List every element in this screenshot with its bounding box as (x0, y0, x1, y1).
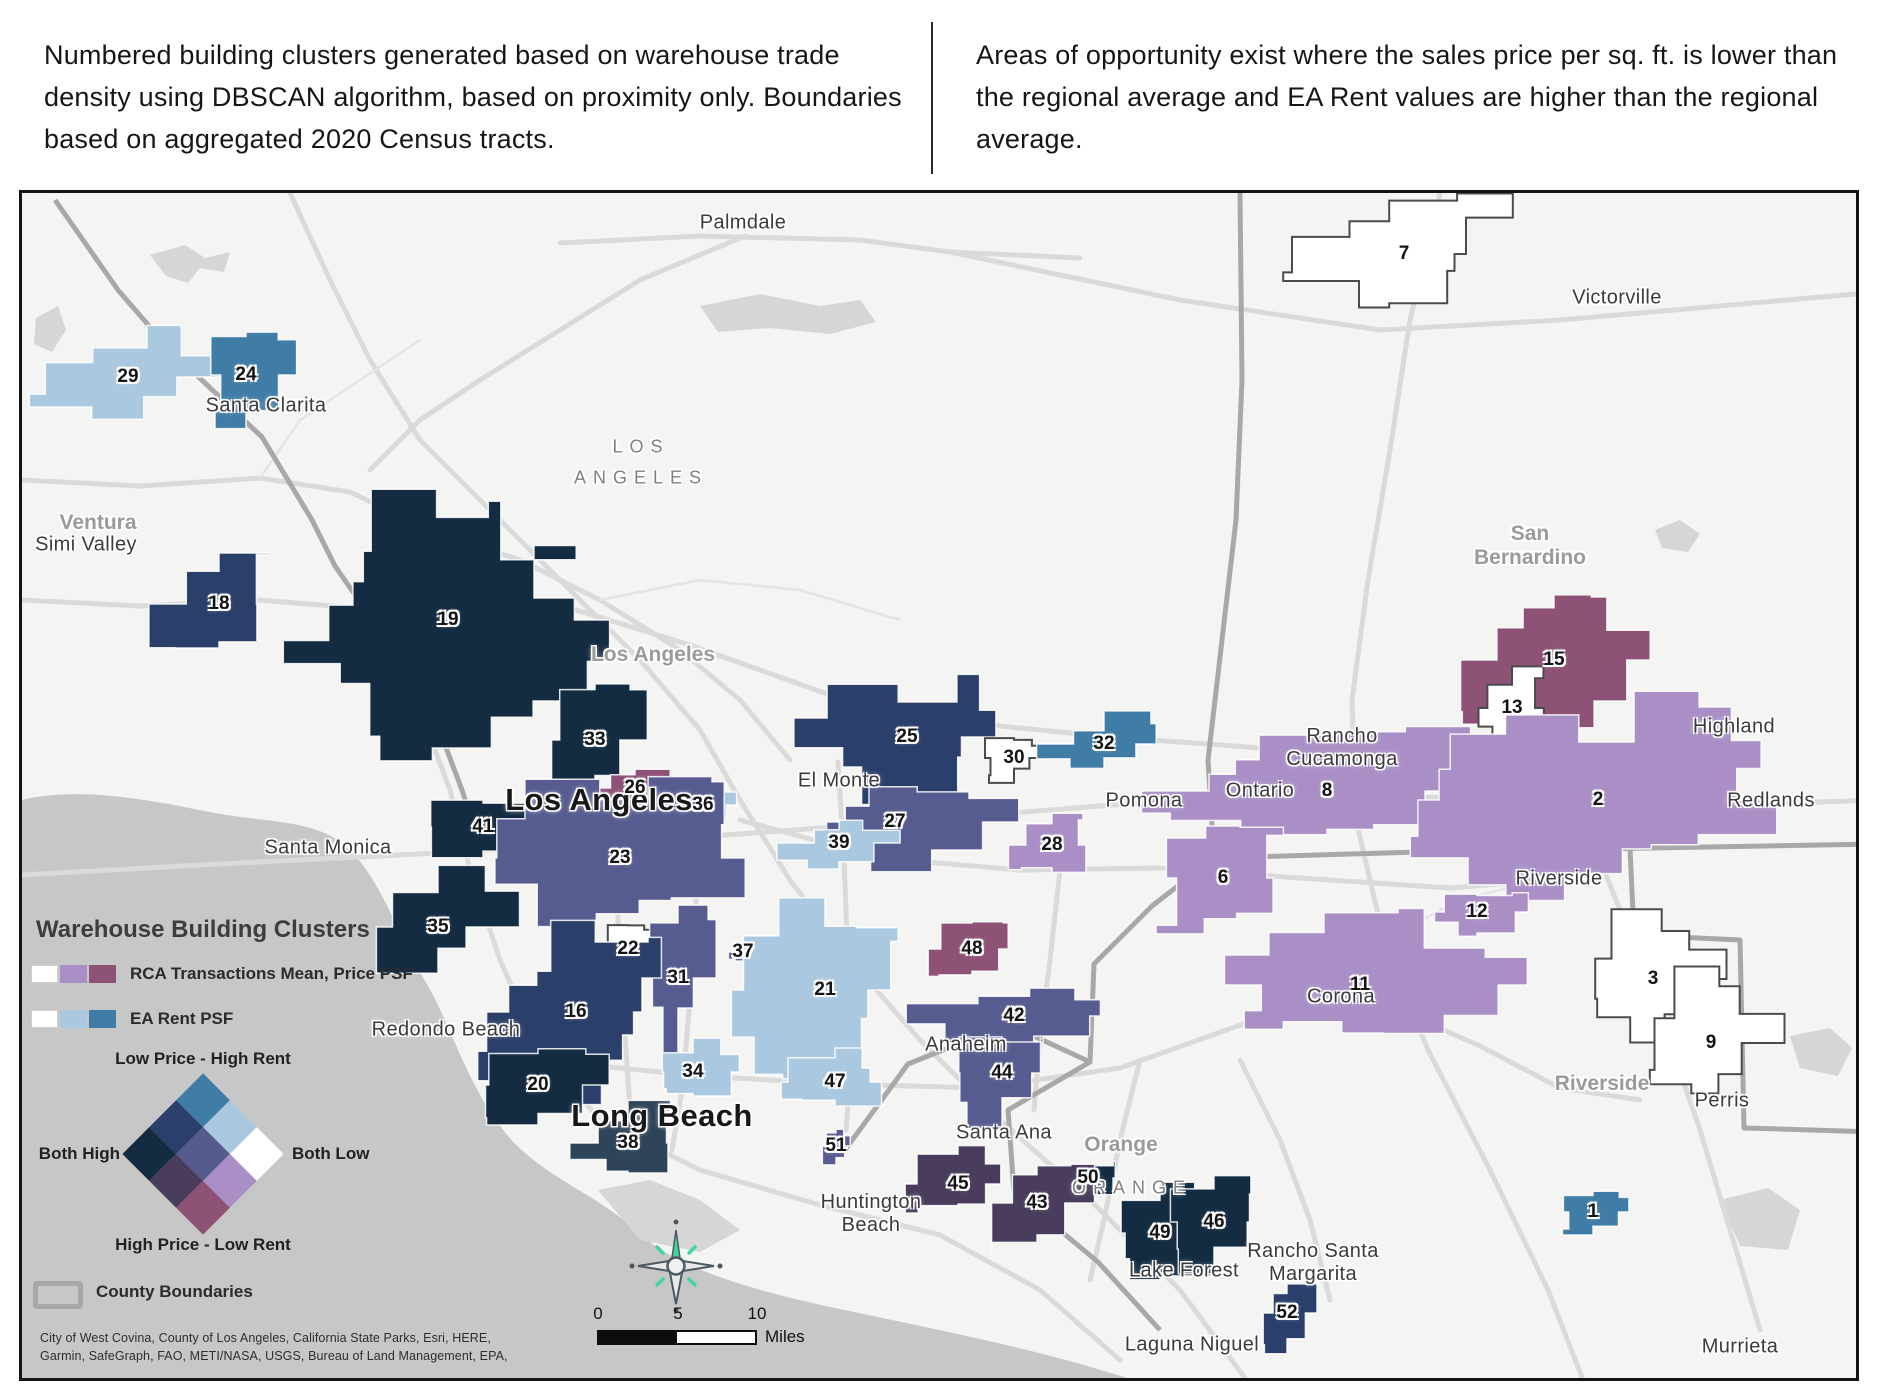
cluster-polygon-11[interactable] (1223, 907, 1529, 1035)
cluster-polygon-52[interactable] (1262, 1282, 1318, 1355)
cluster-polygon-1[interactable] (1561, 1190, 1630, 1236)
cluster-polygon-6[interactable] (1155, 825, 1285, 935)
cluster-polygon-32[interactable] (1035, 710, 1157, 770)
cluster-polygon-47[interactable] (780, 1047, 883, 1107)
cluster-polygon-2[interactable] (1409, 690, 1778, 902)
cluster-polygon-28[interactable] (1007, 812, 1087, 874)
cluster-polygon-45[interactable] (904, 1144, 1002, 1214)
cluster-polygon-51[interactable] (821, 1128, 851, 1166)
cluster-polygon-38[interactable] (569, 1099, 672, 1174)
cluster-polygons-layer (28, 193, 1786, 1355)
cluster-polygon-8[interactable] (1140, 725, 1472, 845)
cluster-polygon-34[interactable] (661, 1037, 741, 1097)
cluster-polygon-30[interactable] (984, 737, 1050, 784)
terrain-patches (34, 245, 1852, 1252)
cluster-polygon-20[interactable] (484, 1047, 610, 1126)
ocean (22, 794, 1127, 1378)
cluster-polygon-42[interactable] (905, 987, 1102, 1052)
header-note-opportunity: Areas of opportunity exist where the sal… (976, 40, 1838, 154)
cluster-polygon-7[interactable] (1282, 193, 1514, 309)
cluster-polygon-23[interactable] (494, 775, 746, 928)
cluster-polygon-18[interactable] (148, 552, 270, 649)
cluster-polygon-25[interactable] (793, 673, 997, 806)
header-note-clusters: Numbered building clusters generated bas… (44, 40, 902, 154)
cluster-polygon-29[interactable] (28, 324, 232, 421)
cluster-polygon-46[interactable] (1169, 1174, 1252, 1275)
cluster-polygon-48[interactable] (927, 921, 1009, 978)
cluster-polygon-19[interactable] (282, 488, 611, 762)
cluster-polygon-24[interactable] (210, 331, 298, 430)
cluster-polygon-12[interactable] (1433, 892, 1530, 937)
cluster-polygon-44[interactable] (958, 1036, 1044, 1130)
cluster-polygon-9[interactable] (1648, 965, 1786, 1095)
cluster-polygon-43[interactable] (990, 1163, 1096, 1256)
compass-rose (629, 1219, 723, 1313)
map-border (19, 190, 1859, 1381)
cluster-polygon-33[interactable] (550, 683, 649, 799)
cluster-polygon-35[interactable] (375, 864, 521, 975)
header-divider (931, 22, 933, 174)
cluster-polygon-39[interactable] (776, 819, 901, 870)
